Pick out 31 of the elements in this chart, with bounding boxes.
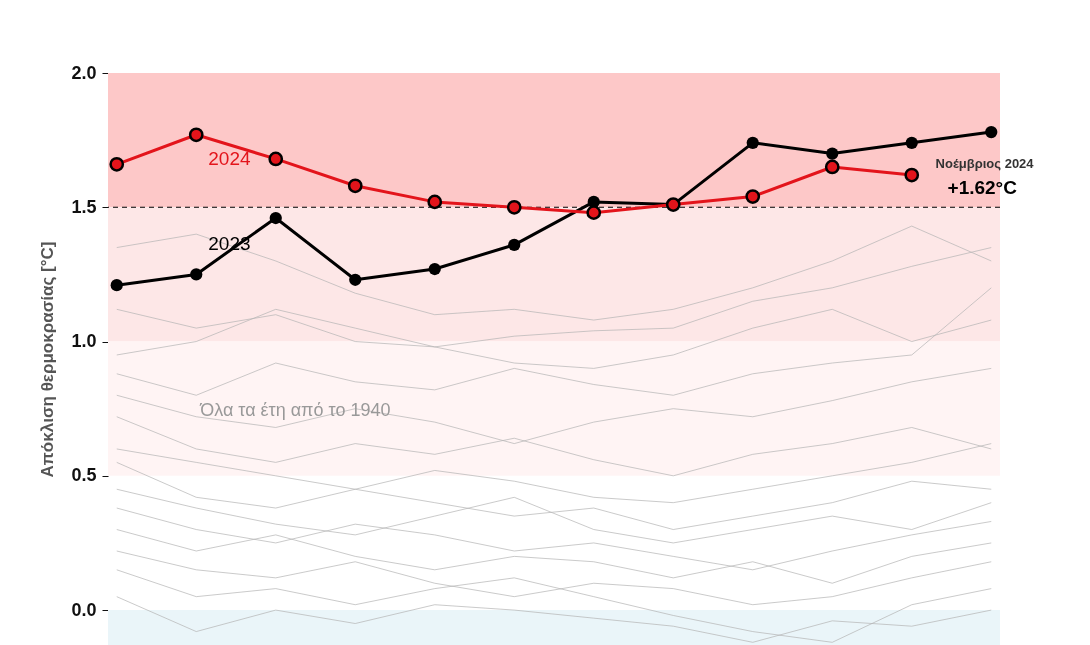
- point: [506, 199, 522, 215]
- point: [188, 127, 204, 143]
- point: [508, 238, 521, 251]
- annotation: Όλα τα έτη από το 1940: [199, 400, 391, 421]
- point: [428, 262, 441, 276]
- point: [269, 211, 282, 225]
- point: [905, 136, 918, 149]
- point: [586, 205, 602, 221]
- point: [268, 151, 284, 167]
- point: [746, 136, 759, 149]
- point: [109, 156, 125, 172]
- y-tick-label: 1.0: [71, 331, 97, 352]
- y-tick-label: 1.5: [71, 196, 97, 217]
- point: [190, 268, 203, 281]
- y-tick-label: 2.0: [71, 62, 97, 83]
- point: [745, 189, 761, 204]
- point: [349, 273, 362, 286]
- series-label: 2024: [208, 147, 251, 169]
- y-tick-label: 0.5: [71, 465, 97, 486]
- point: [904, 167, 920, 183]
- line-series: [116, 287, 992, 396]
- point: [824, 159, 840, 175]
- point: [826, 147, 839, 160]
- y-tick-label: 0.0: [71, 599, 97, 620]
- point: [347, 178, 363, 194]
- point: [427, 194, 443, 210]
- point: [110, 279, 123, 292]
- annotation: +1.62°C: [947, 177, 1018, 199]
- annotation: Νοέμβριος 2024: [935, 156, 1035, 172]
- point: [985, 125, 998, 139]
- y-axis-title: Απόκλιση θερμοκρασίας [°C]: [38, 241, 58, 478]
